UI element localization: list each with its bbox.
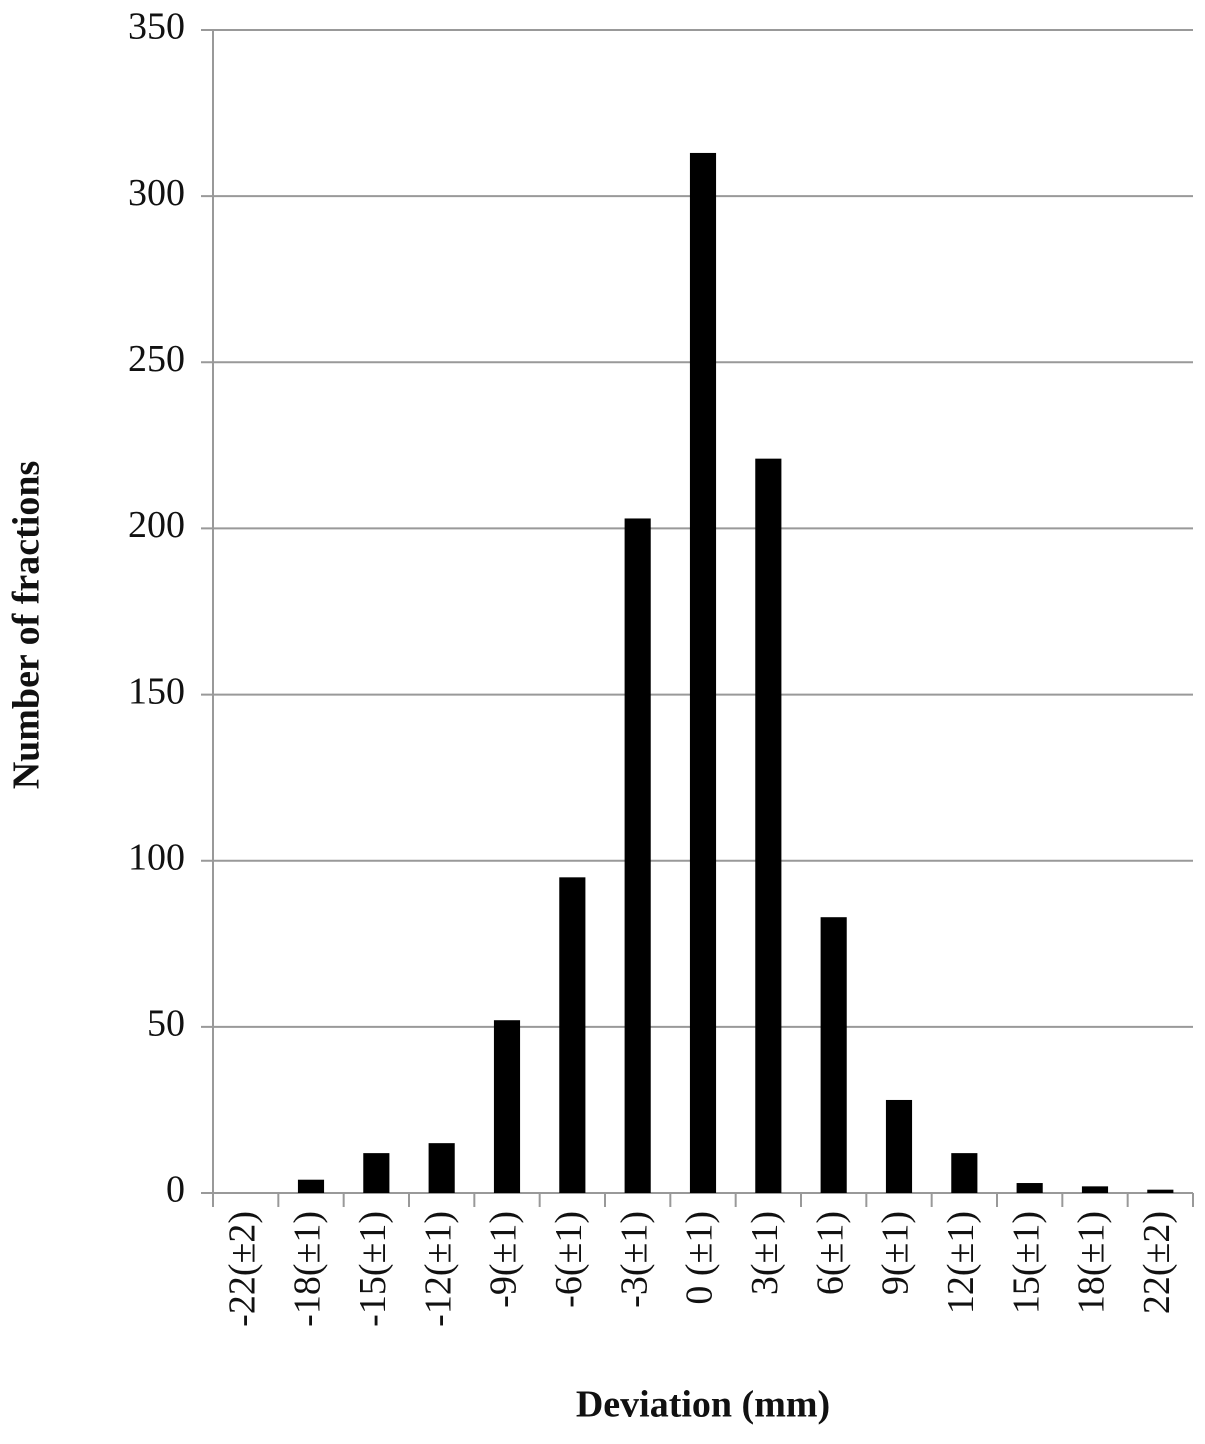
- bar: [1081, 1186, 1109, 1193]
- y-tick-label: 300: [128, 172, 185, 214]
- x-tick-label: 18(±1): [1071, 1211, 1113, 1314]
- bar: [559, 877, 586, 1193]
- x-tick-label: -15(±1): [352, 1211, 394, 1327]
- bar: [820, 917, 847, 1193]
- bar: [689, 152, 717, 1194]
- bar: [885, 1099, 913, 1193]
- x-tick-label: -3(±1): [613, 1211, 655, 1308]
- x-tick-label: -6(±1): [548, 1211, 590, 1308]
- bar: [363, 1153, 390, 1193]
- x-tick-label: 15(±1): [1005, 1211, 1047, 1314]
- x-tick-label: 9(±1): [875, 1211, 917, 1295]
- bar: [493, 1020, 521, 1193]
- y-tick-label: 200: [128, 504, 185, 546]
- x-tick-label: 0 (±1): [679, 1211, 721, 1305]
- x-axis-label: Deviation (mm): [576, 1384, 830, 1426]
- y-tick-label: 50: [147, 1003, 185, 1045]
- bar: [624, 518, 651, 1193]
- bar: [1016, 1183, 1043, 1193]
- x-tick-label: -22(±2): [221, 1211, 263, 1327]
- x-tick-label: 6(±1): [809, 1211, 851, 1295]
- x-tick-label: 3(±1): [744, 1211, 786, 1295]
- y-tick-label: 0: [166, 1169, 185, 1211]
- x-tick-label: 12(±1): [940, 1211, 982, 1314]
- y-tick-label: 350: [128, 6, 185, 48]
- x-tick-label: 22(±2): [1136, 1211, 1178, 1314]
- x-tick-label: -12(±1): [417, 1211, 459, 1327]
- y-tick-label: 100: [128, 836, 185, 878]
- y-tick-label: 250: [128, 338, 185, 380]
- bar: [297, 1179, 325, 1193]
- bar: [755, 458, 782, 1193]
- x-tick-label: -18(±1): [287, 1211, 329, 1327]
- bar: [951, 1153, 978, 1193]
- y-tick-label: 150: [128, 670, 185, 712]
- x-tick-label: -9(±1): [483, 1211, 525, 1308]
- y-axis-label: Number of fractions: [6, 461, 48, 790]
- bar: [1147, 1189, 1174, 1193]
- bar: [428, 1143, 455, 1193]
